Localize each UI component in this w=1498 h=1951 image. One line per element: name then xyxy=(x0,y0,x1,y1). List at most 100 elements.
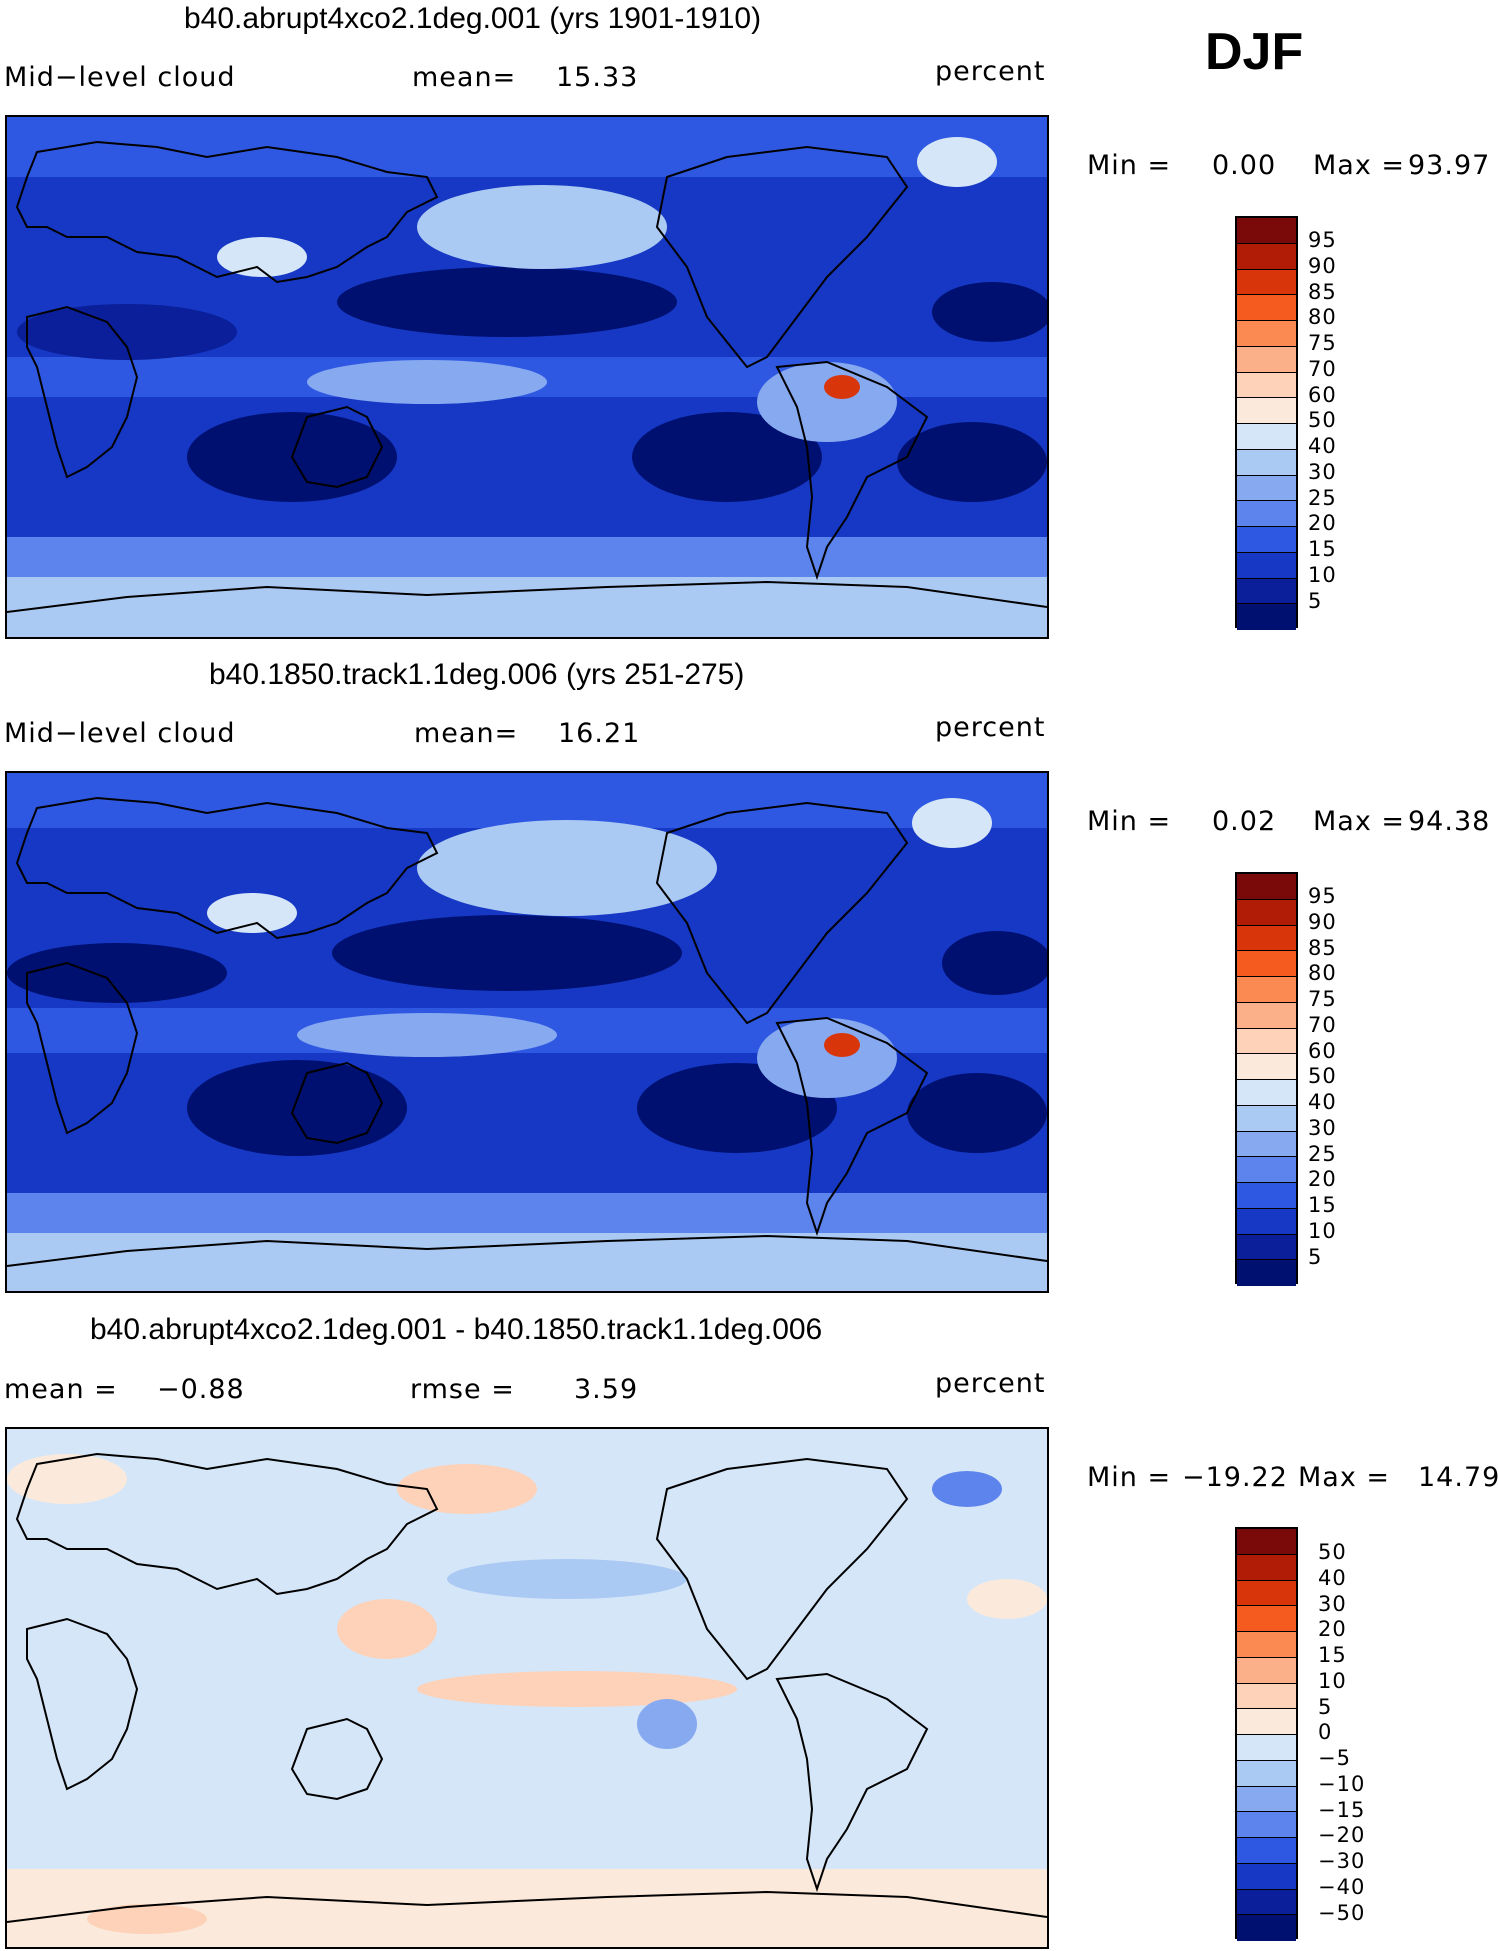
subtropical-low-indian-ocean xyxy=(187,1060,407,1156)
south-america-coastline xyxy=(775,360,929,581)
positive-anomaly-north-pacific xyxy=(397,1464,537,1514)
colorbar-2-label: 70 xyxy=(1308,1013,1337,1037)
colorbar-3-label: 10 xyxy=(1318,1669,1347,1693)
cloud-high-tibet xyxy=(207,893,297,933)
colorbar-2-box-4 xyxy=(1237,951,1296,977)
colorbar-3-box-10 xyxy=(1237,1760,1296,1787)
antarctic-band xyxy=(7,1233,1047,1291)
season-label: DJF xyxy=(1205,23,1304,81)
panel-2-variable-label: Mid−level cloud xyxy=(4,718,236,749)
australia-coastline xyxy=(290,1717,384,1801)
colorbar-3 xyxy=(1235,1527,1298,1941)
colorbar-1-box-3 xyxy=(1237,269,1296,296)
cloud-high-greenland xyxy=(912,798,992,848)
africa-coastline xyxy=(26,305,139,479)
colorbar-3-label: −50 xyxy=(1318,1901,1366,1925)
colorbar-3-box-3 xyxy=(1237,1580,1296,1607)
subtropical-low-north-atlantic xyxy=(932,282,1047,342)
arctic-band xyxy=(7,773,1047,828)
north-america-coastline xyxy=(655,801,909,1025)
colorbar-3-label: −30 xyxy=(1318,1849,1366,1873)
colorbar-3-box-15 xyxy=(1237,1889,1296,1916)
colorbar-1-box-7 xyxy=(1237,372,1296,399)
colorbar-2-label: 80 xyxy=(1308,961,1337,985)
colorbar-2-box-13 xyxy=(1237,1183,1296,1209)
positive-anomaly-atlantic xyxy=(967,1579,1047,1619)
southern-ocean-band xyxy=(7,1193,1047,1233)
colorbar-3-box-16 xyxy=(1237,1915,1296,1941)
colorbar-1-box-16 xyxy=(1237,604,1296,630)
colorbar-2-box-12 xyxy=(1237,1157,1296,1183)
colorbar-3-box-2 xyxy=(1237,1554,1296,1581)
subtropical-low-south-pacific xyxy=(632,412,822,502)
antarctic-band xyxy=(7,577,1047,637)
colorbar-1-label: 40 xyxy=(1308,434,1337,458)
colorbar-3-label: 50 xyxy=(1318,1540,1347,1564)
panel-3-min-value: −19.22 xyxy=(1182,1462,1288,1493)
colorbar-2-label: 10 xyxy=(1308,1219,1337,1243)
north-america-coastline xyxy=(655,145,909,369)
colorbar-1-box-5 xyxy=(1237,321,1296,347)
africa-coastline xyxy=(26,961,139,1135)
colorbar-2-box-7 xyxy=(1237,1028,1296,1055)
panel-1-min-value: 0.00 xyxy=(1212,150,1277,181)
colorbar-3-box-11 xyxy=(1237,1786,1296,1813)
colorbar-3-label: −5 xyxy=(1318,1746,1351,1770)
panel-3-max-value: 14.79 xyxy=(1418,1462,1498,1493)
colorbar-1-label: 15 xyxy=(1308,537,1337,561)
panel-3-units: percent xyxy=(935,1368,1046,1399)
colorbar-1-label: 85 xyxy=(1308,280,1337,304)
antarctica-coastline xyxy=(7,1890,1047,1923)
positive-anomaly-warm-pool xyxy=(337,1599,437,1659)
colorbar-3-label: 20 xyxy=(1318,1617,1347,1641)
colorbar-3-box-9 xyxy=(1237,1735,1296,1761)
panel-3-rmse-label: rmse = xyxy=(410,1374,515,1405)
negative-anomaly-subtropical-pacific xyxy=(447,1559,687,1599)
colorbar-3-box-7 xyxy=(1237,1683,1296,1710)
panel-3-mean-value: −0.88 xyxy=(157,1374,245,1405)
panel-2-title: b40.1850.track1.1deg.006 (yrs 251-275) xyxy=(209,658,745,691)
colorbar-2-label: 30 xyxy=(1308,1116,1337,1140)
cloud-high-greenland xyxy=(917,137,997,187)
panel-3-min-label: Min = xyxy=(1087,1462,1172,1493)
colorbar-1-label: 25 xyxy=(1308,486,1337,510)
colorbar-2-box-11 xyxy=(1237,1131,1296,1158)
subtropical-low-sahara xyxy=(17,304,237,360)
panel-1-units: percent xyxy=(935,56,1046,87)
colorbar-2-box-15 xyxy=(1237,1234,1296,1261)
positive-anomaly-equatorial-pacific xyxy=(417,1671,737,1707)
colorbar-3-box-14 xyxy=(1237,1863,1296,1890)
colorbar-1-box-1 xyxy=(1237,218,1296,244)
colorbar-1-box-4 xyxy=(1237,295,1296,321)
south-america-coastline xyxy=(775,1672,929,1893)
eurasia-coastline xyxy=(15,796,439,940)
negative-anomaly-south-pacific xyxy=(637,1699,697,1749)
colorbar-2-box-9 xyxy=(1237,1080,1296,1106)
cloud-warm-pool xyxy=(307,360,547,404)
colorbar-1-box-13 xyxy=(1237,527,1296,553)
colorbar-2 xyxy=(1235,872,1298,1286)
panel-2-map-svg xyxy=(7,773,1047,1291)
eurasia-coastline xyxy=(15,1452,439,1596)
colorbar-2-box-3 xyxy=(1237,925,1296,952)
colorbar-3-label: −15 xyxy=(1318,1798,1366,1822)
subtropical-low-north-pacific xyxy=(332,915,682,991)
colorbar-2-box-5 xyxy=(1237,977,1296,1003)
antarctica-coastline xyxy=(7,1234,1047,1267)
colorbar-3-label: −10 xyxy=(1318,1772,1366,1796)
subtropical-low-sahara xyxy=(7,943,227,1003)
colorbar-3-label: 0 xyxy=(1318,1720,1333,1744)
north-america-coastline xyxy=(655,1457,909,1681)
cloud-max-andes xyxy=(824,1033,860,1057)
colorbar-1-label: 80 xyxy=(1308,305,1337,329)
colorbar-3-box-8 xyxy=(1237,1709,1296,1735)
storm-track-north-pacific xyxy=(417,185,667,269)
colorbar-3-box-13 xyxy=(1237,1838,1296,1864)
colorbar-1-label: 75 xyxy=(1308,331,1337,355)
panel-2-mean-label: mean= xyxy=(414,718,519,749)
subtropical-low-north-atlantic xyxy=(942,931,1047,995)
panel-2-mean-value: 16.21 xyxy=(558,718,641,749)
panel-2-map xyxy=(5,771,1049,1293)
cloud-warm-pool xyxy=(297,1013,557,1057)
colorbar-2-label: 15 xyxy=(1308,1193,1337,1217)
